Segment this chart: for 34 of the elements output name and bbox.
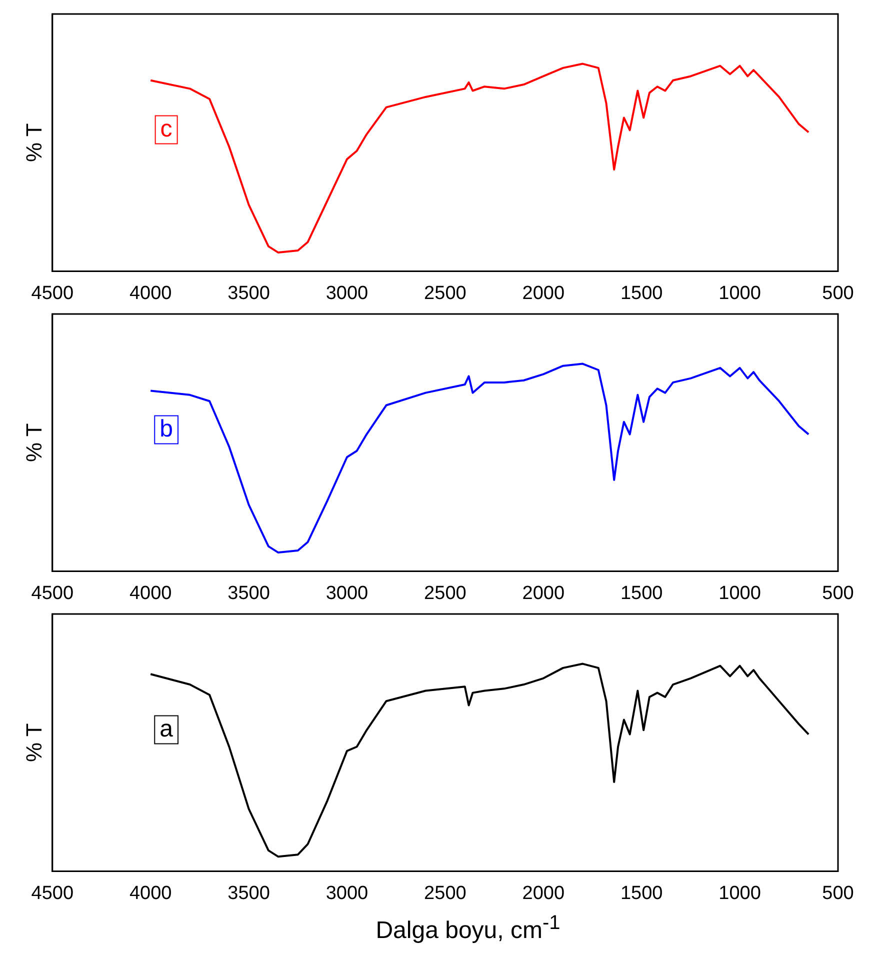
x-tick-label: 1500 <box>620 582 663 604</box>
y-axis-title: % T <box>21 423 46 462</box>
x-tick-label: 2500 <box>424 282 466 304</box>
x-tick-label: 3500 <box>228 282 270 304</box>
y-axis-title: % T <box>21 723 46 762</box>
series-label: c <box>160 115 172 142</box>
x-tick-label: 4000 <box>129 882 172 904</box>
x-tick-label: 1000 <box>718 582 761 604</box>
x-tick-label: 2000 <box>522 882 565 904</box>
x-tick-label: 3000 <box>326 882 368 904</box>
x-axis-title: Dalga boyu, cm$^{-1}$ <box>374 912 562 945</box>
y-axis-title: % T <box>21 123 46 162</box>
x-tick-label: 500 <box>822 582 854 604</box>
x-tick-label: 3000 <box>326 282 368 304</box>
series-label: a <box>160 715 174 742</box>
x-tick-label: 3500 <box>228 882 270 904</box>
x-tick-label: 2500 <box>424 582 466 604</box>
x-tick-label: 4500 <box>31 582 74 604</box>
x-tick-label: 1000 <box>718 882 761 904</box>
series-label: b <box>160 415 173 442</box>
x-tick-label: 3500 <box>228 582 270 604</box>
x-tick-label: 4500 <box>31 282 74 304</box>
x-tick-label: 1500 <box>620 282 663 304</box>
x-tick-label: 4000 <box>129 282 172 304</box>
x-tick-label: 3000 <box>326 582 368 604</box>
x-tick-label: 500 <box>822 882 854 904</box>
x-tick-label: 2000 <box>522 582 565 604</box>
x-tick-label: 500 <box>822 282 854 304</box>
x-tick-label: 4000 <box>129 582 172 604</box>
x-tick-label: 1000 <box>718 282 761 304</box>
x-tick-label: 1500 <box>620 882 663 904</box>
x-tick-label: 2000 <box>522 282 565 304</box>
x-tick-label: 4500 <box>31 882 74 904</box>
x-tick-label: 2500 <box>424 882 466 904</box>
